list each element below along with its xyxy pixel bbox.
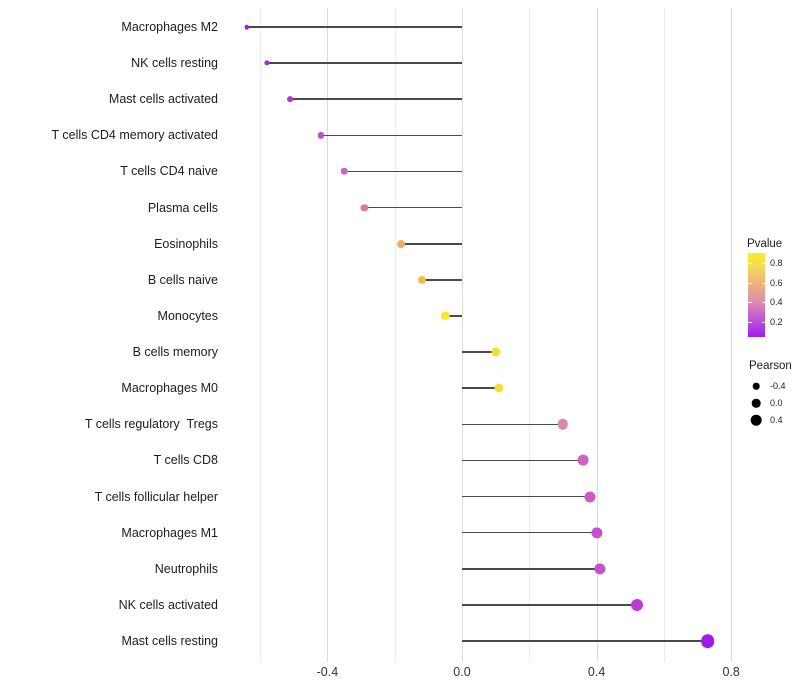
lollipop-dot [317, 132, 324, 139]
x-axis-tick-label: 0.0 [453, 665, 471, 679]
lollipop-dot [577, 455, 589, 466]
lollipop-stem [462, 640, 708, 642]
lollipop-stem [421, 279, 462, 281]
colorbar-tick-mark [761, 302, 765, 304]
lollipop-dot [591, 527, 603, 539]
pvalue-legend-title: Pvalue [747, 238, 783, 250]
pvalue-colorbar [748, 253, 765, 337]
colorbar-tick-label: 0.2 [770, 317, 783, 328]
lollipop-stem [344, 170, 462, 173]
minor-gridline [663, 8, 665, 662]
y-axis-label: NK cells activated [118, 597, 218, 612]
y-axis-label: Neutrophils [154, 561, 218, 576]
y-axis-label: Macrophages M1 [121, 525, 218, 540]
lollipop-dot [287, 96, 294, 103]
lollipop-dot [397, 239, 406, 248]
colorbar-tick-label: 0.6 [770, 277, 783, 288]
lollipop-stem [462, 568, 600, 570]
lollipop-dot [584, 491, 596, 503]
major-gridline [462, 8, 463, 662]
y-axis-label: T cells follicular helper [94, 489, 218, 504]
legend-size-label: 0.4 [770, 415, 783, 425]
legend-size-dot [750, 414, 762, 426]
colorbar-tick-label: 0.4 [770, 297, 783, 308]
x-axis-tick-label: 0.8 [722, 665, 740, 679]
lollipop-stem [364, 206, 462, 209]
lollipop-stem [462, 604, 637, 606]
y-axis-label: T cells regulatory Tregs [84, 417, 218, 432]
lollipop-dot [491, 347, 501, 357]
lollipop-stem [462, 423, 563, 426]
legend-size-dot [752, 382, 760, 390]
minor-gridline [394, 8, 396, 662]
lollipop-stem [320, 134, 462, 137]
lollipop-stem [462, 387, 499, 389]
lollipop-dot [557, 419, 569, 430]
colorbar-tick-mark [748, 282, 752, 284]
lollipop-dot [594, 563, 606, 575]
y-axis-label: Macrophages M2 [121, 20, 218, 34]
colorbar-tick-mark [748, 302, 752, 304]
lollipop-stem [462, 351, 496, 353]
y-axis-label: T cells CD4 memory activated [51, 128, 219, 143]
colorbar-tick-mark [748, 322, 752, 324]
y-axis-label: Mast cells activated [108, 92, 218, 107]
lollipop-dot [630, 598, 643, 611]
colorbar-tick-mark [761, 322, 765, 324]
y-axis-label: Macrophages M0 [121, 381, 218, 396]
y-axis-label: Mast cells resting [121, 634, 218, 649]
lollipop-stem [401, 242, 462, 245]
lollipop-dot [440, 311, 450, 321]
pearson-legend-title: Pearson [749, 360, 792, 372]
minor-gridline [260, 8, 262, 662]
y-axis-label: T cells CD8 [153, 453, 218, 468]
colorbar-tick-mark [761, 282, 765, 284]
lollipop-stem [462, 459, 584, 462]
y-axis-label: Monocytes [157, 308, 218, 323]
colorbar-tick-mark [748, 262, 752, 264]
x-axis-tick-label: -0.4 [316, 665, 339, 679]
major-gridline [731, 8, 733, 662]
y-axis-label: B cells memory [132, 345, 218, 360]
colorbar-tick-mark [761, 262, 765, 264]
y-axis-label: B cells naive [147, 272, 218, 287]
x-axis-tick-label: 0.4 [587, 665, 606, 679]
minor-gridline [529, 8, 531, 662]
legend-size-label: 0.0 [770, 398, 783, 408]
y-axis-label: T cells CD4 naive [120, 164, 218, 179]
legend-size-label: -0.4 [770, 381, 786, 391]
colorbar-tick-label: 0.8 [770, 257, 783, 268]
lollipop-dot [417, 275, 426, 284]
y-axis-label: Eosinophils [154, 236, 218, 251]
lollipop-stem [266, 62, 462, 64]
lollipop-dot [360, 204, 368, 212]
lollipop-stem [246, 26, 462, 28]
lollipop-dot [264, 60, 270, 66]
legend-size-dot [751, 398, 761, 408]
major-gridline [596, 8, 598, 662]
lollipop-dot [340, 168, 348, 175]
lollipop-dot [244, 24, 249, 30]
y-axis-label: Plasma cells [147, 200, 218, 215]
major-gridline [327, 8, 329, 662]
lollipop-dot [494, 383, 504, 393]
lollipop-stem [462, 495, 590, 498]
lollipop-stem [290, 98, 462, 101]
y-axis-label: NK cells resting [131, 56, 218, 71]
lollipop-stem [462, 531, 597, 534]
lollipop-stem [445, 315, 462, 317]
lollipop-dot [700, 634, 715, 648]
